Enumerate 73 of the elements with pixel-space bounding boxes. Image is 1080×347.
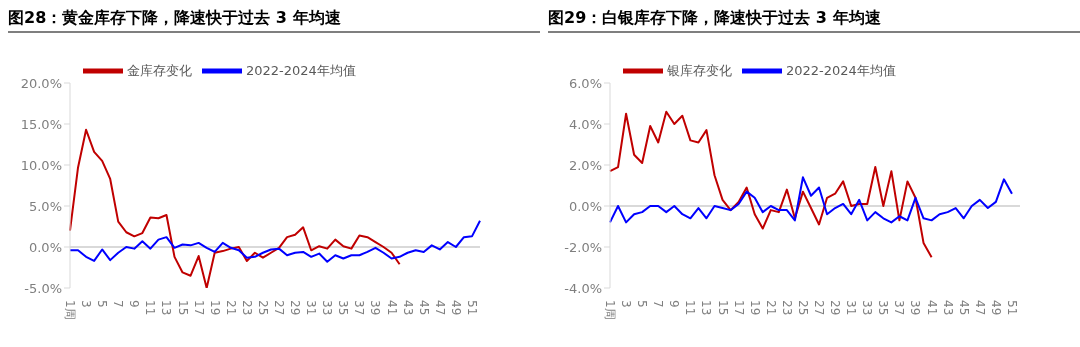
x-tick-label: 19 <box>747 300 762 316</box>
x-tick-label: 5 <box>95 300 110 308</box>
x-tick-label: 11 <box>683 300 698 316</box>
y-tick-label: 0.0% <box>568 198 602 214</box>
x-tick-label: 25 <box>795 300 810 316</box>
x-tick-label: 7 <box>111 300 126 308</box>
y-tick-label: 5.0% <box>28 198 62 214</box>
chart-title: 图28：黄金库存下降，降速快于过去 3 年均速 <box>8 8 540 33</box>
x-tick-label: 51 <box>464 300 479 316</box>
x-tick-label: 43 <box>400 300 415 316</box>
line-series <box>69 128 401 288</box>
x-tick-label: 51 <box>1004 300 1019 316</box>
x-tick-label: 19 <box>207 300 222 316</box>
x-tick-label: 9 <box>667 300 682 308</box>
x-tick-label: 21 <box>223 300 238 316</box>
x-tick-label: 47 <box>432 300 447 316</box>
x-tick-label: 27 <box>272 300 287 316</box>
y-tick-label: 10.0% <box>20 157 62 173</box>
x-tick-label: 25 <box>255 300 270 316</box>
line-series <box>609 176 1013 224</box>
x-tick-label: 17 <box>191 300 206 316</box>
x-tick-label: 3 <box>619 300 634 308</box>
x-tick-label: 27 <box>812 300 827 316</box>
x-tick-label: 41 <box>384 300 399 316</box>
x-tick-label: 33 <box>320 300 335 316</box>
x-tick-label: 31 <box>844 300 859 316</box>
x-tick-label: 1周 <box>63 300 77 320</box>
x-tick-label: 45 <box>416 300 431 316</box>
legend-label: 2022-2024年均值 <box>786 62 896 78</box>
x-tick-label: 13 <box>699 300 714 316</box>
x-tick-label: 43 <box>940 300 955 316</box>
x-tick-label: 49 <box>448 300 463 316</box>
x-tick-label: 47 <box>972 300 987 316</box>
x-tick-label: 35 <box>336 300 351 316</box>
chart-title: 图29：白银库存下降，降速快于过去 3 年均速 <box>548 8 1080 33</box>
x-tick-label: 45 <box>956 300 971 316</box>
x-tick-label: 39 <box>368 300 383 316</box>
x-tick-label: 17 <box>731 300 746 316</box>
x-tick-label: 29 <box>288 300 303 316</box>
y-tick-label: 6.0% <box>568 75 602 91</box>
x-tick-label: 3 <box>79 300 94 308</box>
x-tick-label: 23 <box>239 300 254 316</box>
legend-label: 2022-2024年均值 <box>246 62 356 78</box>
x-tick-label: 21 <box>763 300 778 316</box>
x-tick-label: 5 <box>635 300 650 308</box>
y-tick-label: 0.0% <box>28 239 62 255</box>
x-tick-label: 23 <box>779 300 794 316</box>
x-tick-label: 7 <box>651 300 666 308</box>
x-tick-label: 13 <box>159 300 174 316</box>
y-tick-label: 4.0% <box>568 116 602 132</box>
x-tick-label: 15 <box>715 300 730 316</box>
x-tick-label: 31 <box>304 300 319 316</box>
legend-label: 银库存变化 <box>667 62 732 78</box>
x-tick-label: 37 <box>352 300 367 316</box>
x-tick-label: 1周 <box>603 300 617 320</box>
x-tick-label: 49 <box>988 300 1003 316</box>
y-tick-label: 2.0% <box>568 157 602 173</box>
y-tick-label: 20.0% <box>20 75 62 91</box>
y-tick-label: -5.0% <box>24 280 62 296</box>
x-tick-label: 9 <box>127 300 142 308</box>
y-tick-label: -4.0% <box>564 280 602 296</box>
x-tick-label: 39 <box>908 300 923 316</box>
line-series <box>609 110 933 259</box>
y-tick-label: -2.0% <box>564 239 602 255</box>
x-tick-label: 33 <box>860 300 875 316</box>
x-tick-label: 37 <box>892 300 907 316</box>
x-tick-label: 29 <box>828 300 843 316</box>
x-tick-label: 41 <box>924 300 939 316</box>
x-tick-label: 11 <box>143 300 158 316</box>
x-tick-label: 35 <box>876 300 891 316</box>
x-tick-label: 15 <box>175 300 190 316</box>
legend-label: 金库存变化 <box>127 62 192 78</box>
y-tick-label: 15.0% <box>20 116 62 132</box>
